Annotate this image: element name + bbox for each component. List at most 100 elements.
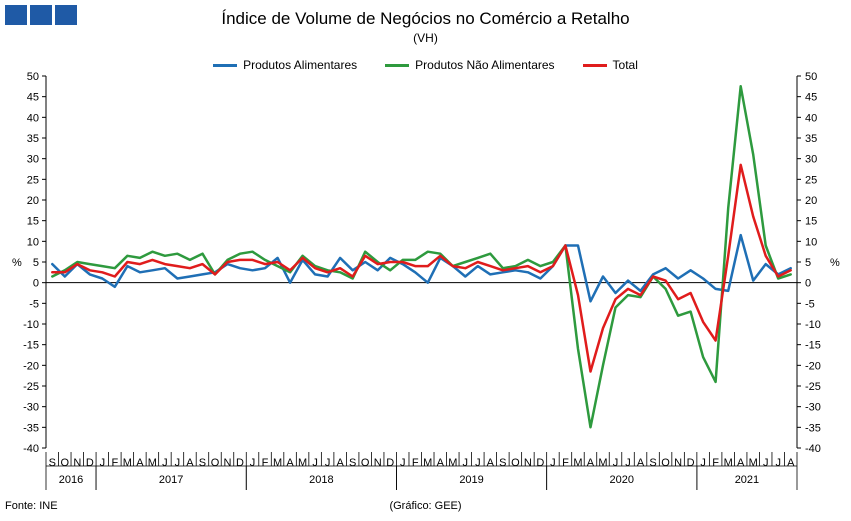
- x-tick-label: N: [73, 457, 81, 469]
- y-tick-label-left: 15: [27, 216, 39, 228]
- x-tick-label: J: [700, 457, 706, 469]
- legend-item-total: Total: [582, 58, 638, 72]
- legend-swatch: [385, 63, 410, 67]
- year-label: 2016: [59, 474, 83, 486]
- legend-label: Produtos Não Alimentares: [415, 58, 555, 72]
- y-tick-label-left: 25: [27, 174, 39, 186]
- y-tick-label-right: -40: [805, 443, 821, 455]
- source-note: Fonte: INE: [5, 500, 58, 512]
- y-tick-label-right: 10: [805, 236, 817, 248]
- x-tick-label: D: [236, 457, 244, 469]
- x-tick-label: F: [262, 457, 269, 469]
- x-tick-label: J: [475, 457, 481, 469]
- x-tick-label: O: [511, 457, 520, 469]
- x-tick-label: S: [499, 457, 506, 469]
- x-tick-label: J: [250, 457, 256, 469]
- logo-block: [5, 5, 27, 25]
- x-tick-label: M: [123, 457, 132, 469]
- x-tick-label: J: [162, 457, 168, 469]
- x-tick-label: J: [550, 457, 556, 469]
- y-tick-label-right: 40: [805, 112, 817, 124]
- y-tick-label-left: -25: [23, 381, 39, 393]
- x-tick-label: M: [298, 457, 307, 469]
- y-tick-label-left: -20: [23, 360, 39, 372]
- x-tick-label: M: [573, 457, 582, 469]
- y-tick-label-left: -15: [23, 340, 39, 352]
- y-tick-label-right: 50: [805, 71, 817, 83]
- x-tick-label: M: [724, 457, 733, 469]
- x-tick-label: M: [423, 457, 432, 469]
- y-tick-label-left: 20: [27, 195, 39, 207]
- y-tick-label-left: 45: [27, 92, 39, 104]
- x-tick-label: F: [712, 457, 719, 469]
- y-tick-label-right: 0: [805, 278, 811, 290]
- x-tick-label: A: [637, 457, 645, 469]
- x-tick-label: A: [487, 457, 495, 469]
- logo-block: [55, 5, 77, 25]
- x-tick-label: S: [49, 457, 56, 469]
- x-tick-label: A: [787, 457, 795, 469]
- legend-label: Total: [612, 58, 638, 72]
- y-tick-label-left: 40: [27, 112, 39, 124]
- x-tick-label: D: [86, 457, 94, 469]
- x-tick-label: N: [524, 457, 532, 469]
- legend-label: Produtos Alimentares: [243, 58, 358, 72]
- legend-swatch: [582, 63, 607, 67]
- chart-credit: (Gráfico: GEE): [389, 500, 462, 512]
- chart-title: Índice de Volume de Negócios no Comércio…: [221, 9, 630, 28]
- x-tick-label: F: [562, 457, 569, 469]
- y-tick-label-left: 0: [33, 278, 39, 290]
- legend-item-alimentares: Produtos Alimentares: [213, 58, 357, 72]
- chart-subtitle: (VH): [413, 31, 438, 45]
- x-tick-label: O: [211, 457, 220, 469]
- y-tick-label-right: 25: [805, 174, 817, 186]
- y-tick-label-right: 20: [805, 195, 817, 207]
- y-tick-label-right: 35: [805, 133, 817, 145]
- y-axis-label-left: %: [12, 257, 22, 269]
- y-tick-label-left: 35: [27, 133, 39, 145]
- chart-legend: Produtos Alimentares Produtos Não Alimen…: [0, 58, 851, 72]
- year-label: 2021: [735, 474, 759, 486]
- x-tick-label: N: [674, 457, 682, 469]
- y-tick-label-left: -35: [23, 422, 39, 434]
- y-tick-label-right: -5: [805, 298, 815, 310]
- x-tick-label: J: [175, 457, 181, 469]
- y-tick-label-right: 30: [805, 154, 817, 166]
- x-tick-label: S: [649, 457, 656, 469]
- x-tick-label: J: [763, 457, 769, 469]
- y-tick-label-right: -15: [805, 340, 821, 352]
- x-tick-label: O: [361, 457, 370, 469]
- x-tick-label: J: [775, 457, 781, 469]
- series-line-produtos-n-o-alimentares: [51, 85, 792, 429]
- year-label: 2019: [459, 474, 483, 486]
- x-tick-label: D: [536, 457, 544, 469]
- x-tick-label: N: [224, 457, 232, 469]
- y-tick-label-right: -25: [805, 381, 821, 393]
- x-tick-label: O: [60, 457, 69, 469]
- series-line-produtos-alimentares: [51, 233, 792, 303]
- x-tick-label: M: [448, 457, 457, 469]
- x-tick-label: S: [199, 457, 206, 469]
- x-tick-label: S: [349, 457, 356, 469]
- x-tick-label: A: [136, 457, 144, 469]
- x-tick-label: A: [286, 457, 294, 469]
- x-tick-label: M: [598, 457, 607, 469]
- year-label: 2020: [610, 474, 634, 486]
- x-tick-label: A: [587, 457, 595, 469]
- x-tick-label: A: [336, 457, 344, 469]
- x-tick-label: M: [749, 457, 758, 469]
- y-tick-label-left: -40: [23, 443, 39, 455]
- x-tick-label: J: [613, 457, 619, 469]
- year-label: 2018: [309, 474, 333, 486]
- y-tick-label-left: -30: [23, 402, 39, 414]
- y-tick-label-left: 50: [27, 71, 39, 83]
- y-tick-label-left: -5: [29, 298, 39, 310]
- y-tick-label-right: 5: [805, 257, 811, 269]
- x-tick-label: D: [687, 457, 695, 469]
- y-tick-label-left: -10: [23, 319, 39, 331]
- x-tick-label: J: [100, 457, 106, 469]
- x-tick-label: F: [412, 457, 419, 469]
- x-tick-label: O: [661, 457, 670, 469]
- y-tick-label-right: -35: [805, 422, 821, 434]
- x-tick-label: A: [737, 457, 745, 469]
